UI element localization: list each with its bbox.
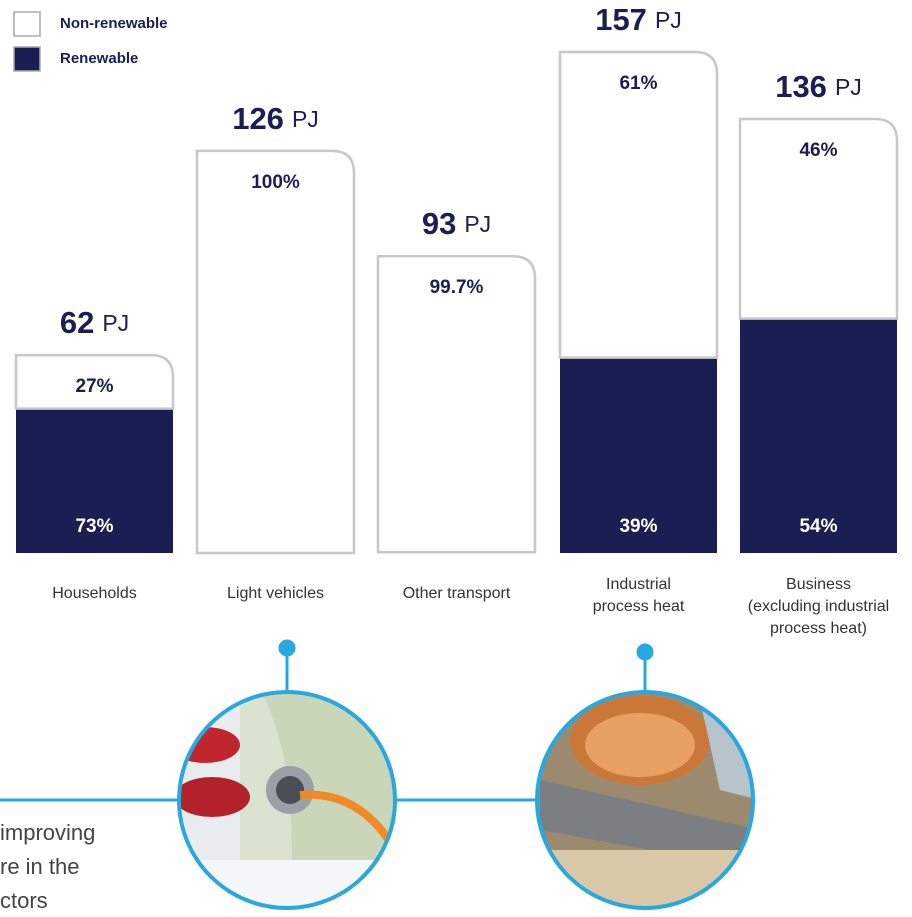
total-unit: PJ (835, 74, 862, 100)
photo-industrial (537, 692, 753, 908)
total-label: 126 PJ (232, 101, 319, 136)
total-value: 62 (60, 305, 94, 340)
value-label: 73% (75, 516, 113, 537)
total-value: 157 (595, 2, 647, 37)
caption-line: ctors (0, 888, 48, 913)
total-label: 62 PJ (60, 305, 129, 340)
photo-ev-charging (179, 692, 395, 908)
photo-frame (535, 690, 755, 910)
category-label: Industrial process heat (592, 576, 685, 615)
category-label: Households (52, 585, 137, 602)
total-unit: PJ (102, 310, 129, 336)
total-label: 136 PJ (775, 69, 862, 104)
total-unit: PJ (292, 106, 319, 132)
total-value: 126 (232, 101, 284, 136)
value-label: 100% (251, 172, 300, 193)
value-label: 27% (75, 376, 113, 397)
total-label: 157 PJ (595, 2, 682, 37)
total-value: 136 (775, 69, 827, 104)
legend-label: Non-renewable (60, 15, 168, 32)
value-label: 39% (619, 516, 657, 537)
value-label: 99.7% (430, 277, 484, 298)
bar-segment (740, 318, 897, 553)
bar-segment (738, 117, 899, 320)
category-label: Other transport (402, 585, 511, 602)
value-label: 61% (619, 73, 657, 94)
value-label: 54% (799, 516, 837, 537)
bar-segment (16, 408, 173, 553)
legend-swatch (13, 46, 41, 72)
category-label: Business (excluding industrial process h… (747, 576, 890, 637)
connector-lines (0, 639, 654, 802)
legend-swatch (13, 11, 41, 37)
bar-segment (558, 50, 719, 359)
bar-segment (14, 353, 175, 410)
bar-segment (560, 357, 717, 553)
caption-line: improving (0, 820, 95, 845)
category-label: Light vehicles (227, 585, 324, 602)
caption-line: re in the (0, 854, 80, 879)
total-label: 93 PJ (422, 206, 491, 241)
photo-frame (177, 690, 397, 910)
total-unit: PJ (655, 7, 682, 33)
bar-segment (195, 149, 356, 555)
bar-segment (376, 254, 537, 554)
value-label: 46% (799, 140, 837, 161)
legend-label: Renewable (60, 50, 138, 67)
total-unit: PJ (464, 211, 491, 237)
total-value: 93 (422, 206, 456, 241)
